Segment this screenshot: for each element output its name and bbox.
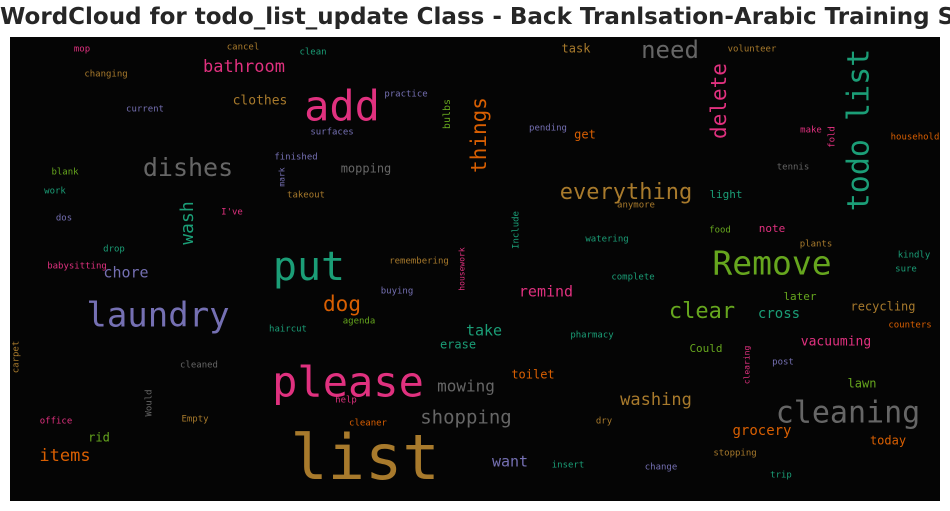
word-counters: counters [888, 321, 931, 331]
word-vacuuming: vacuuming [801, 335, 871, 350]
word-delete: delete [707, 63, 731, 139]
word-today: today [870, 434, 906, 448]
word-please: please [272, 358, 424, 407]
word-everything: everything [560, 180, 692, 205]
wordcloud-canvas: list add please put laundry Remove todo list cl… [10, 37, 940, 501]
word-carpet: carpet [12, 341, 22, 374]
word-need: need [641, 37, 699, 64]
word-erase: erase [440, 338, 476, 352]
word-remind: remind [519, 283, 573, 301]
word-sure: sure [895, 265, 917, 275]
word-lawn: lawn [848, 377, 877, 391]
word-current: current [126, 105, 164, 115]
word-trip: trip [770, 471, 792, 481]
word-make: make [800, 126, 822, 136]
word-dry: dry [596, 417, 613, 427]
word-bulbs: bulbs [442, 99, 453, 129]
word-blank: blank [51, 168, 79, 178]
word-mowing: mowing [437, 377, 495, 396]
word-cleaned: cleaned [180, 361, 218, 371]
word-get: get [574, 128, 596, 142]
word-insert: insert [552, 461, 585, 471]
word-office: office [40, 417, 73, 427]
word-fold: fold [828, 126, 838, 148]
word-i-ve: I've [221, 208, 243, 218]
word-cancel: cancel [227, 43, 260, 53]
word-todo-list: todo list [842, 49, 877, 212]
word-watering: watering [585, 235, 628, 245]
word-include: Include [512, 211, 522, 249]
word-take: take [466, 322, 502, 340]
word-practice: practice [384, 90, 427, 100]
word-remembering: remembering [389, 257, 449, 267]
word-want: want [492, 453, 528, 471]
word-items: items [39, 446, 90, 466]
word-clothes: clothes [233, 94, 288, 109]
word-chore: chore [103, 264, 148, 282]
word-drop: drop [103, 245, 125, 255]
word-complete: complete [611, 273, 654, 283]
word-agenda: agenda [343, 317, 376, 327]
word-changing: changing [84, 70, 127, 80]
word-could: Could [689, 342, 722, 355]
word-dos: dos [56, 214, 72, 224]
word-buying: buying [381, 287, 414, 297]
word-note: note [759, 222, 786, 235]
word-washing: washing [620, 390, 692, 410]
word-babysitting: babysitting [47, 262, 107, 272]
word-surfaces: surfaces [310, 128, 353, 138]
word-cleaning: cleaning [776, 396, 921, 431]
word-change: change [645, 463, 678, 473]
word-cleaner: cleaner [349, 419, 388, 429]
word-volunteer: volunteer [728, 45, 777, 55]
word-post: post [772, 358, 794, 368]
wordcloud-svg: list add please put laundry Remove todo list cl… [12, 37, 940, 494]
word-clean: clean [299, 48, 326, 58]
word-toilet: toilet [511, 368, 554, 382]
word-later: later [783, 290, 816, 303]
word-plants: plants [800, 240, 833, 250]
word-task: task [562, 42, 592, 56]
word-bathroom: bathroom [203, 57, 285, 77]
word-light: light [709, 188, 742, 201]
word-things: things [467, 97, 491, 173]
word-dog: dog [323, 292, 361, 316]
word-mop: mop [74, 45, 90, 55]
word-help: help [335, 396, 357, 406]
word-empty: Empty [181, 415, 209, 425]
word-dishes: dishes [143, 153, 233, 182]
word-cross: cross [758, 306, 800, 322]
word-list: list [290, 421, 439, 494]
word-takeout: takeout [287, 191, 325, 201]
word-tennis: tennis [777, 163, 810, 173]
word-haircut: haircut [269, 325, 307, 335]
word-mark: mark [278, 167, 287, 186]
word-pharmacy: pharmacy [570, 331, 614, 341]
word-clear: clear [669, 299, 735, 324]
word-clearing: clearing [743, 346, 752, 385]
word-work: work [44, 187, 66, 197]
word-food: food [709, 226, 731, 236]
word-shopping: shopping [420, 407, 512, 429]
word-household: household [891, 133, 940, 143]
word-recycling: recycling [850, 300, 915, 314]
word-rid: rid [88, 431, 110, 445]
word-put: put [273, 244, 345, 290]
word-finished: finished [274, 153, 317, 163]
word-housework: housework [458, 247, 467, 291]
word-add: add [304, 82, 380, 131]
word-grocery: grocery [732, 423, 791, 439]
word-mopping: mopping [341, 162, 392, 176]
word-pending: pending [529, 124, 567, 134]
word-stopping: stopping [713, 449, 756, 459]
word-wash: wash [177, 201, 198, 244]
word-anymore: anymore [617, 201, 655, 211]
word-would: Would [145, 389, 155, 416]
chart-title: WordCloud for todo_list_update Class - B… [0, 4, 950, 30]
word-laundry: laundry [86, 296, 229, 336]
word-kindly: kindly [898, 251, 931, 261]
word-remove: Remove [712, 244, 831, 283]
